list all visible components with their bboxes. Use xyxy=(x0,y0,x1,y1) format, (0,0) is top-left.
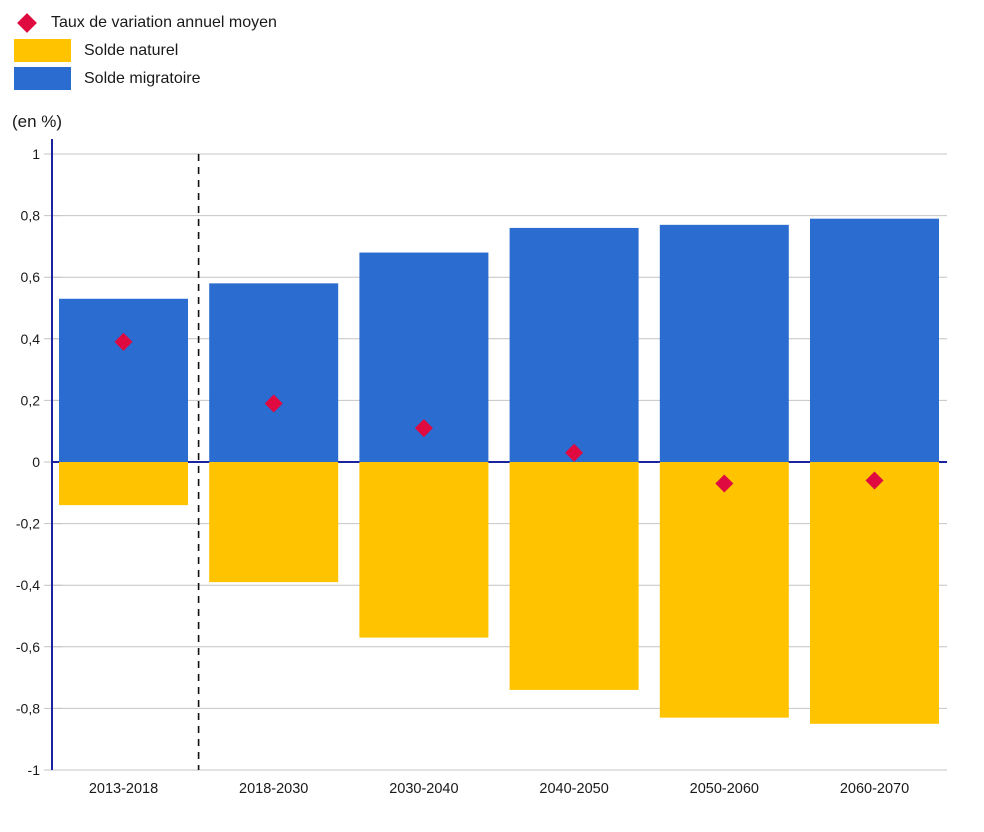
x-axis-label-2040-2050: 2040-2050 xyxy=(539,781,608,797)
bar-solde-migratoire-2013-2018 xyxy=(59,298,188,462)
legend: Taux de variation annuel moyen Solde nat… xyxy=(14,11,277,95)
y-tick-label: 0,2 xyxy=(21,392,41,408)
diamond-marker-2040-2050 xyxy=(565,443,584,462)
x-axis-label-2013-2018: 2013-2018 xyxy=(89,781,158,797)
diamond-marker-2030-2040 xyxy=(414,419,433,438)
bar-solde-naturel-2040-2050 xyxy=(509,462,639,690)
bar-solde-migratoire-2018-2030 xyxy=(209,283,339,462)
diamond-marker-2018-2030 xyxy=(264,394,283,413)
bar-solde-naturel-2030-2040 xyxy=(359,462,489,638)
solde-migratoire-swatch-icon xyxy=(14,67,71,90)
x-axis-label-2060-2070: 2060-2070 xyxy=(840,781,909,797)
legend-label-solde-naturel: Solde naturel xyxy=(84,42,179,59)
bar-solde-migratoire-2050-2060 xyxy=(659,224,789,462)
x-axis-label-2030-2040: 2030-2040 xyxy=(389,781,458,797)
bar-solde-naturel-2018-2030 xyxy=(209,462,339,583)
y-tick-label: -0,8 xyxy=(16,700,40,716)
y-tick-label: 0 xyxy=(32,454,40,470)
legend-item-taux-variation: Taux de variation annuel moyen xyxy=(14,11,277,34)
y-tick-label: 0,4 xyxy=(21,331,41,347)
y-axis-unit-label: (en %) xyxy=(12,112,63,131)
legend-label-taux-variation: Taux de variation annuel moyen xyxy=(51,14,277,31)
bar-solde-migratoire-2060-2070 xyxy=(810,218,939,462)
legend-item-solde-migratoire: Solde migratoire xyxy=(14,67,277,90)
x-axis-label-2050-2060: 2050-2060 xyxy=(690,781,759,797)
y-tick-label: -1 xyxy=(28,762,41,778)
legend-label-solde-migratoire: Solde migratoire xyxy=(84,70,201,87)
y-tick-label: -0,4 xyxy=(16,577,40,593)
y-tick-label: -0,2 xyxy=(16,516,40,532)
diamond-marker-2013-2018 xyxy=(114,332,133,351)
y-tick-label: 0,8 xyxy=(21,208,41,224)
diamond-marker-2050-2060 xyxy=(715,474,734,493)
bar-solde-naturel-2050-2060 xyxy=(659,462,789,718)
solde-naturel-swatch-icon xyxy=(14,39,71,62)
y-tick-label: -0,6 xyxy=(16,639,40,655)
y-tick-label: 1 xyxy=(32,146,40,162)
bar-solde-naturel-2013-2018 xyxy=(59,462,188,506)
legend-item-solde-naturel: Solde naturel xyxy=(14,39,277,62)
diamond-marker-2060-2070 xyxy=(865,471,884,490)
x-axis-label-2018-2030: 2018-2030 xyxy=(239,781,308,797)
y-tick-label: 0,6 xyxy=(21,269,41,285)
bar-solde-migratoire-2040-2050 xyxy=(509,227,639,462)
bar-solde-naturel-2060-2070 xyxy=(810,462,939,724)
